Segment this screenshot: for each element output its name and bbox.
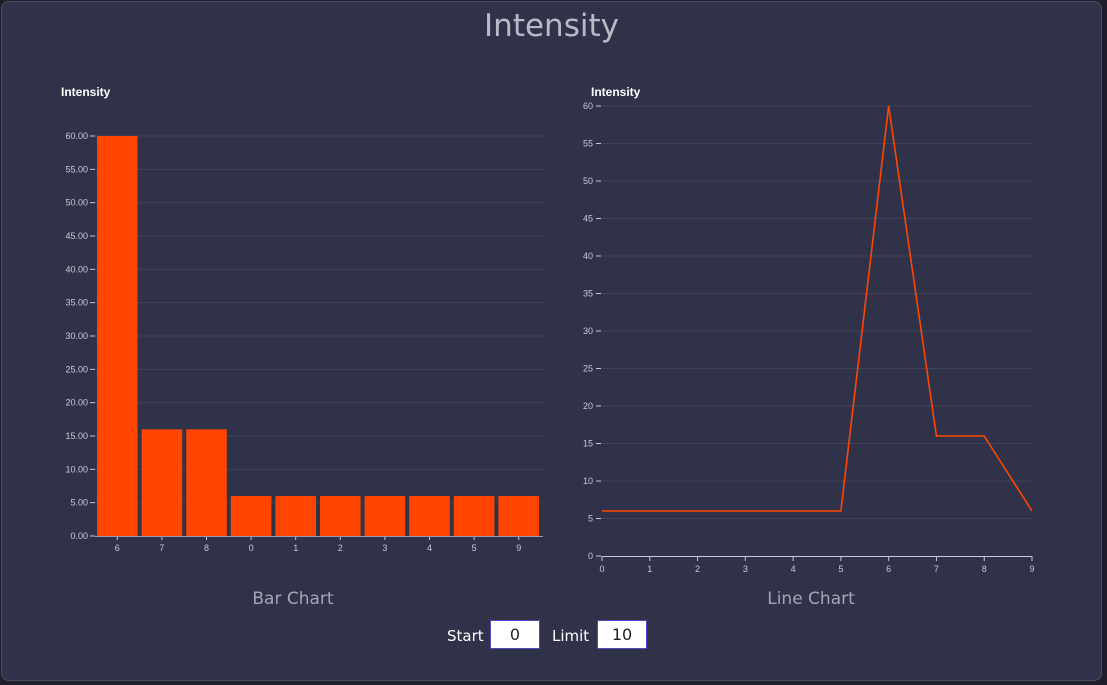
bar-y-tick-label: 20.00: [65, 398, 88, 408]
line-x-tick-label: 7: [934, 564, 939, 574]
line-y-tick-label: 30: [583, 326, 593, 336]
line-y-tick-label: 40: [583, 251, 593, 261]
line-y-tick-label: 5: [588, 514, 593, 524]
bar-chart-title: Intensity: [61, 85, 111, 99]
bar-x-tick-label: 1: [293, 543, 298, 553]
bar-y-tick-label: 60.00: [65, 131, 88, 141]
bar-y-tick-label: 50.00: [65, 198, 88, 208]
limit-input[interactable]: [597, 620, 647, 649]
bar-x-tick-label: 8: [204, 543, 209, 553]
page-title: Intensity: [484, 8, 619, 44]
bar: [498, 496, 539, 536]
line-x-tick-label: 3: [743, 564, 748, 574]
line-y-tick-label: 45: [583, 214, 593, 224]
bar: [186, 429, 227, 536]
bar-y-tick-label: 10.00: [65, 464, 88, 474]
line-y-tick-label: 10: [583, 476, 593, 486]
line-x-tick-label: 1: [647, 564, 652, 574]
line-y-tick-label: 20: [583, 401, 593, 411]
line-x-tick-label: 5: [838, 564, 843, 574]
bar-x-tick-label: 5: [472, 543, 477, 553]
bar-y-tick-label: 55.00: [65, 164, 88, 174]
line-y-tick-label: 0: [588, 551, 593, 561]
bar-y-tick-label: 40.00: [65, 264, 88, 274]
line-chart-title: Intensity: [591, 85, 641, 99]
line-x-tick-label: 4: [791, 564, 796, 574]
bar: [453, 496, 495, 536]
intensity-line: [602, 105, 1033, 512]
bar-x-tick-label: 6: [115, 543, 120, 553]
bar-y-tick-label: 5.00: [70, 498, 88, 508]
start-label: Start: [447, 627, 484, 645]
paging-controls: Start Limit: [0, 620, 1107, 652]
line-y-tick-label: 25: [583, 364, 593, 374]
line-y-tick-label: 60: [583, 101, 593, 111]
bar-y-tick-label: 45.00: [65, 231, 88, 241]
bar-x-tick-label: 9: [516, 543, 521, 553]
line-x-tick-label: 6: [886, 564, 891, 574]
bar-x-tick-label: 3: [382, 543, 387, 553]
bar: [409, 496, 450, 536]
line-y-tick-label: 55: [583, 139, 593, 149]
bar-y-tick-label: 0.00: [70, 531, 88, 541]
bar-y-tick-label: 25.00: [65, 364, 88, 374]
line-y-tick-label: 50: [583, 176, 593, 186]
limit-label: Limit: [552, 627, 590, 645]
bar: [320, 496, 361, 536]
bar-y-tick-label: 35.00: [65, 298, 88, 308]
line-x-tick-label: 0: [599, 564, 604, 574]
bar: [275, 496, 316, 536]
bar: [97, 136, 138, 536]
bar-x-tick-label: 2: [338, 543, 343, 553]
line-chart-caption: Line Chart: [767, 589, 855, 609]
line-x-tick-label: 2: [695, 564, 700, 574]
line-y-tick-label: 35: [583, 289, 593, 299]
line-x-tick-label: 9: [1029, 564, 1034, 574]
bar: [230, 496, 272, 536]
bar: [141, 429, 183, 536]
bar-x-tick-label: 4: [427, 543, 432, 553]
start-input[interactable]: [490, 620, 540, 649]
bar-y-tick-label: 30.00: [65, 331, 88, 341]
bar-x-tick-label: 0: [249, 543, 254, 553]
bar-x-tick-label: 7: [159, 543, 164, 553]
line-x-tick-label: 8: [982, 564, 987, 574]
bar-y-tick-label: 15.00: [65, 431, 88, 441]
line-y-tick-label: 15: [583, 439, 593, 449]
bar-chart-caption: Bar Chart: [252, 589, 334, 609]
bar: [364, 496, 406, 536]
